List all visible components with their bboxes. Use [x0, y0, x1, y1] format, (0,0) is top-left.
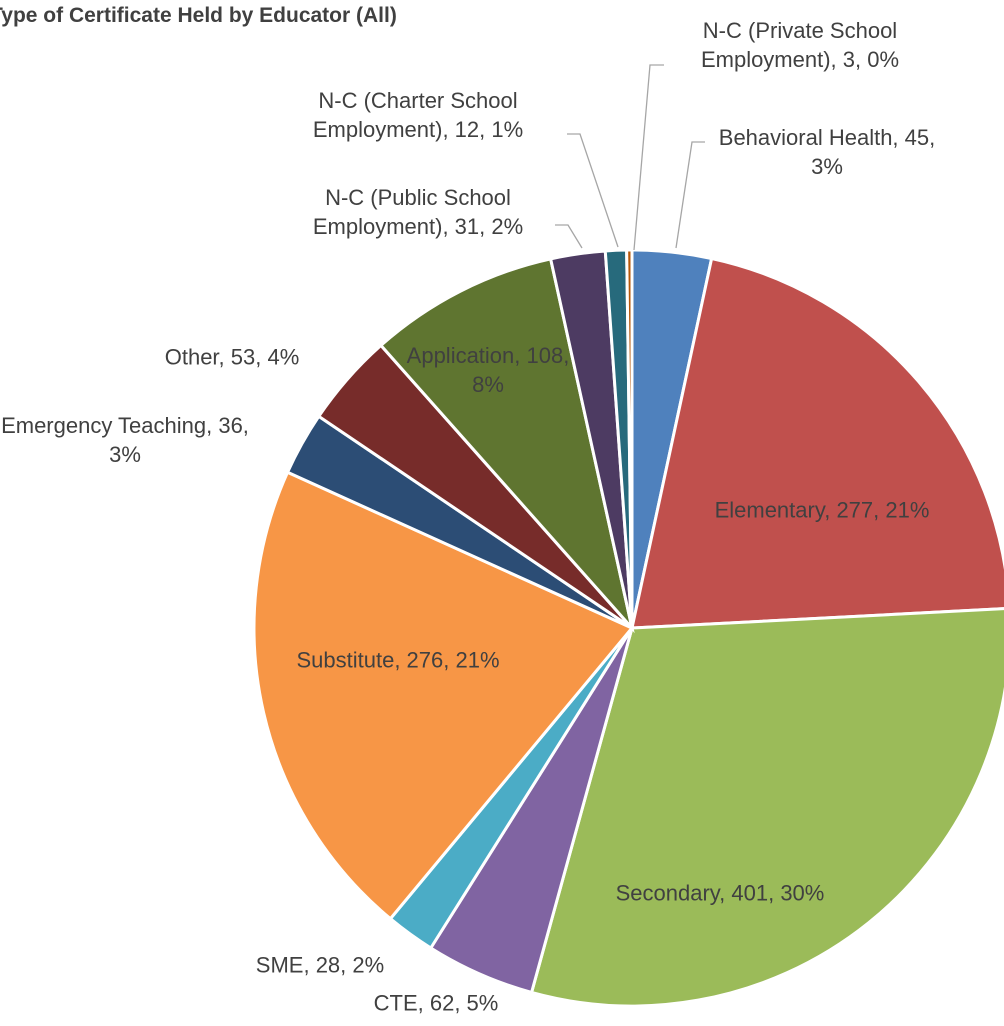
data-label: Substitute, 276, 21% [296, 647, 500, 673]
leader-line [675, 141, 705, 249]
leader-line [555, 224, 583, 249]
pie-slice [378, 257, 635, 634]
data-label: N-C (Charter School Employment), 12, 1% [312, 88, 524, 142]
pie-slice [630, 256, 1004, 630]
data-label: Behavioral Health, 45, 3% [718, 125, 936, 179]
data-label: Other, 53, 4% [164, 344, 300, 370]
pie-slice [252, 470, 635, 921]
data-label: Emergency Teaching, 36, 3% [1, 413, 249, 467]
data-label: Elementary, 277, 21% [714, 497, 930, 523]
data-label: SME, 28, 2% [255, 952, 385, 978]
data-label: CTE, 62, 5% [373, 990, 499, 1016]
leader-line [567, 133, 619, 248]
pie-slice [529, 607, 1004, 1008]
data-label: Application, 108, 8% [406, 343, 570, 397]
leader-line [633, 64, 664, 251]
data-label: N-C (Public School Employment), 31, 2% [312, 185, 524, 239]
data-label: N-C (Private School Employment), 3, 0% [700, 18, 900, 72]
chart-title: Type of Certificate Held by Educator (Al… [0, 4, 397, 27]
data-label: Secondary, 401, 30% [615, 880, 825, 906]
pie-slice [625, 248, 634, 629]
leader-lines [555, 64, 705, 251]
